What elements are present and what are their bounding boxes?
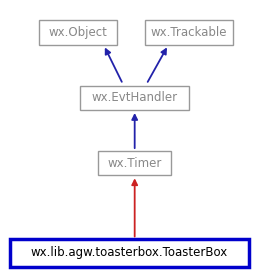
FancyBboxPatch shape (10, 239, 249, 267)
FancyBboxPatch shape (80, 86, 189, 110)
Text: wx.Timer: wx.Timer (107, 157, 162, 170)
FancyBboxPatch shape (39, 20, 117, 45)
Text: wx.lib.agw.toasterbox.ToasterBox: wx.lib.agw.toasterbox.ToasterBox (31, 246, 228, 259)
Text: wx.EvtHandler: wx.EvtHandler (92, 91, 178, 104)
FancyBboxPatch shape (98, 151, 171, 175)
Text: wx.Object: wx.Object (48, 26, 107, 39)
Text: wx.Trackable: wx.Trackable (151, 26, 227, 39)
FancyBboxPatch shape (145, 20, 233, 45)
